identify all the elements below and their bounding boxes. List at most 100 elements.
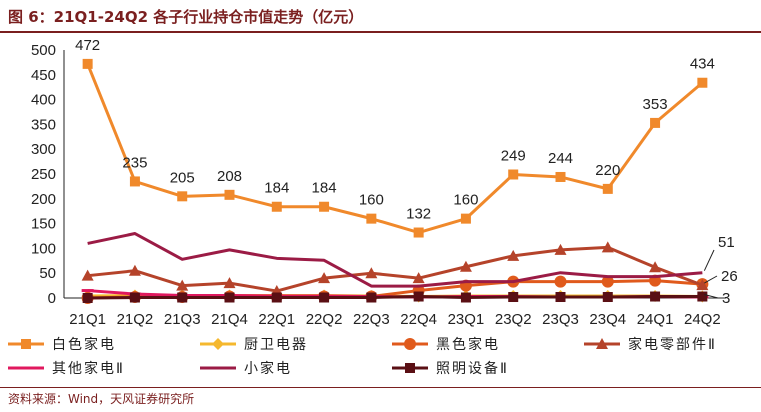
data-label: 184 — [264, 180, 289, 197]
data-labels: 472 235 205 208 184 184 160 132 160 249 244 220 353 4… — [75, 37, 715, 223]
legend-label: 厨卫电器 — [244, 337, 308, 353]
legend-label: 白色家电 — [52, 336, 116, 353]
data-point — [129, 176, 140, 187]
data-point — [224, 189, 235, 200]
data-point — [596, 338, 608, 349]
callout-leader — [704, 294, 719, 299]
x-tick-label: 23Q3 — [542, 311, 579, 328]
legend-item: 小家电 — [200, 360, 292, 377]
data-label: 472 — [75, 37, 100, 54]
data-point — [224, 292, 235, 303]
data-point — [20, 366, 32, 370]
data-point — [650, 291, 661, 302]
data-point — [696, 279, 709, 291]
data-point — [697, 291, 708, 302]
data-point — [271, 201, 282, 212]
x-tick-label: 24Q2 — [684, 311, 721, 328]
legend: 白色家电 厨卫电器 黑色家电 家电零部件Ⅱ 其他家电Ⅱ 小家电 照明设备Ⅱ — [8, 336, 717, 377]
data-label: 220 — [595, 162, 620, 179]
legend-item: 黑色家电 — [392, 336, 500, 353]
data-point — [697, 77, 708, 88]
series-line — [87, 245, 703, 293]
data-point — [554, 243, 567, 255]
data-point — [82, 293, 93, 303]
x-tick-label: 22Q1 — [258, 311, 295, 328]
y-tick-label: 150 — [31, 216, 56, 233]
legend-item: 照明设备Ⅱ — [392, 360, 509, 377]
data-point — [176, 279, 189, 291]
legend-label: 家电零部件Ⅱ — [628, 336, 717, 353]
x-tick-label: 22Q3 — [353, 311, 390, 328]
callout-leader — [704, 275, 718, 284]
data-point — [413, 291, 424, 302]
series-line — [87, 295, 703, 300]
callout-leader — [703, 249, 715, 271]
legend-label: 小家电 — [244, 360, 292, 377]
x-tick-label: 23Q4 — [589, 311, 626, 328]
x-tick-label: 23Q1 — [448, 311, 485, 328]
y-tick-label: 100 — [31, 240, 56, 257]
data-label: 205 — [170, 169, 195, 186]
data-point — [82, 58, 93, 69]
y-tick-label: 500 — [31, 42, 56, 59]
data-point — [412, 272, 425, 284]
data-label: 244 — [548, 150, 573, 167]
figure-title: 图 6：21Q1-24Q2 各子行业持仓市值走势（亿元） — [8, 8, 364, 26]
data-point — [223, 277, 236, 289]
y-tick-label: 250 — [31, 166, 56, 183]
legend-item: 其他家电Ⅱ — [8, 360, 123, 377]
data-point — [81, 289, 94, 293]
data-label: 160 — [359, 192, 384, 209]
y-tick-label: 350 — [31, 116, 56, 133]
data-point — [460, 292, 471, 303]
data-point — [366, 213, 377, 224]
data-point — [404, 338, 416, 350]
series-6 — [82, 291, 708, 303]
y-axis: 0 50 100 150 200 250 300 350 400 450 500 — [31, 42, 65, 307]
data-point — [459, 260, 472, 272]
data-point — [365, 267, 378, 279]
data-point — [128, 264, 141, 276]
series-5 — [87, 232, 703, 288]
legend-label: 照明设备Ⅱ — [436, 360, 509, 377]
data-point — [413, 227, 424, 238]
x-tick-label: 23Q2 — [495, 311, 532, 328]
data-point — [601, 275, 614, 288]
source-note: 资料来源：Wind，天风证券研究所 — [8, 392, 195, 406]
x-tick-label: 22Q4 — [400, 311, 437, 328]
data-point — [319, 292, 330, 303]
data-point — [508, 292, 519, 303]
legend-item: 厨卫电器 — [200, 337, 308, 353]
series-line — [86, 63, 704, 235]
data-point — [555, 292, 566, 303]
data-point — [177, 191, 188, 202]
data-point — [508, 169, 519, 180]
source-divider — [0, 387, 761, 388]
data-point — [554, 275, 567, 288]
x-tick-label: 21Q1 — [69, 311, 106, 328]
title-divider — [0, 31, 761, 33]
y-tick-label: 0 — [48, 290, 56, 307]
y-tick-label: 300 — [31, 141, 56, 158]
data-label: 208 — [217, 168, 242, 185]
legend-label: 黑色家电 — [436, 336, 500, 353]
series-layer — [81, 58, 709, 304]
data-point — [555, 171, 566, 182]
end-callouts: 51 26 3 — [703, 234, 738, 307]
data-point — [177, 292, 188, 303]
data-point — [507, 249, 520, 261]
y-tick-label: 450 — [31, 67, 56, 84]
data-point — [601, 241, 614, 253]
callout-label: 3 — [722, 290, 730, 307]
series-0 — [82, 58, 708, 238]
callout-label: 51 — [718, 234, 735, 251]
data-point — [650, 117, 661, 128]
series-line — [87, 232, 703, 288]
x-axis: 21Q1 21Q2 21Q3 21Q4 22Q1 22Q2 22Q3 22Q4 23Q1 23Q2… — [64, 297, 726, 328]
data-point — [460, 213, 471, 224]
data-point — [212, 338, 224, 350]
data-point — [602, 183, 613, 194]
legend-item: 家电零部件Ⅱ — [584, 336, 717, 353]
data-label: 353 — [643, 96, 668, 113]
